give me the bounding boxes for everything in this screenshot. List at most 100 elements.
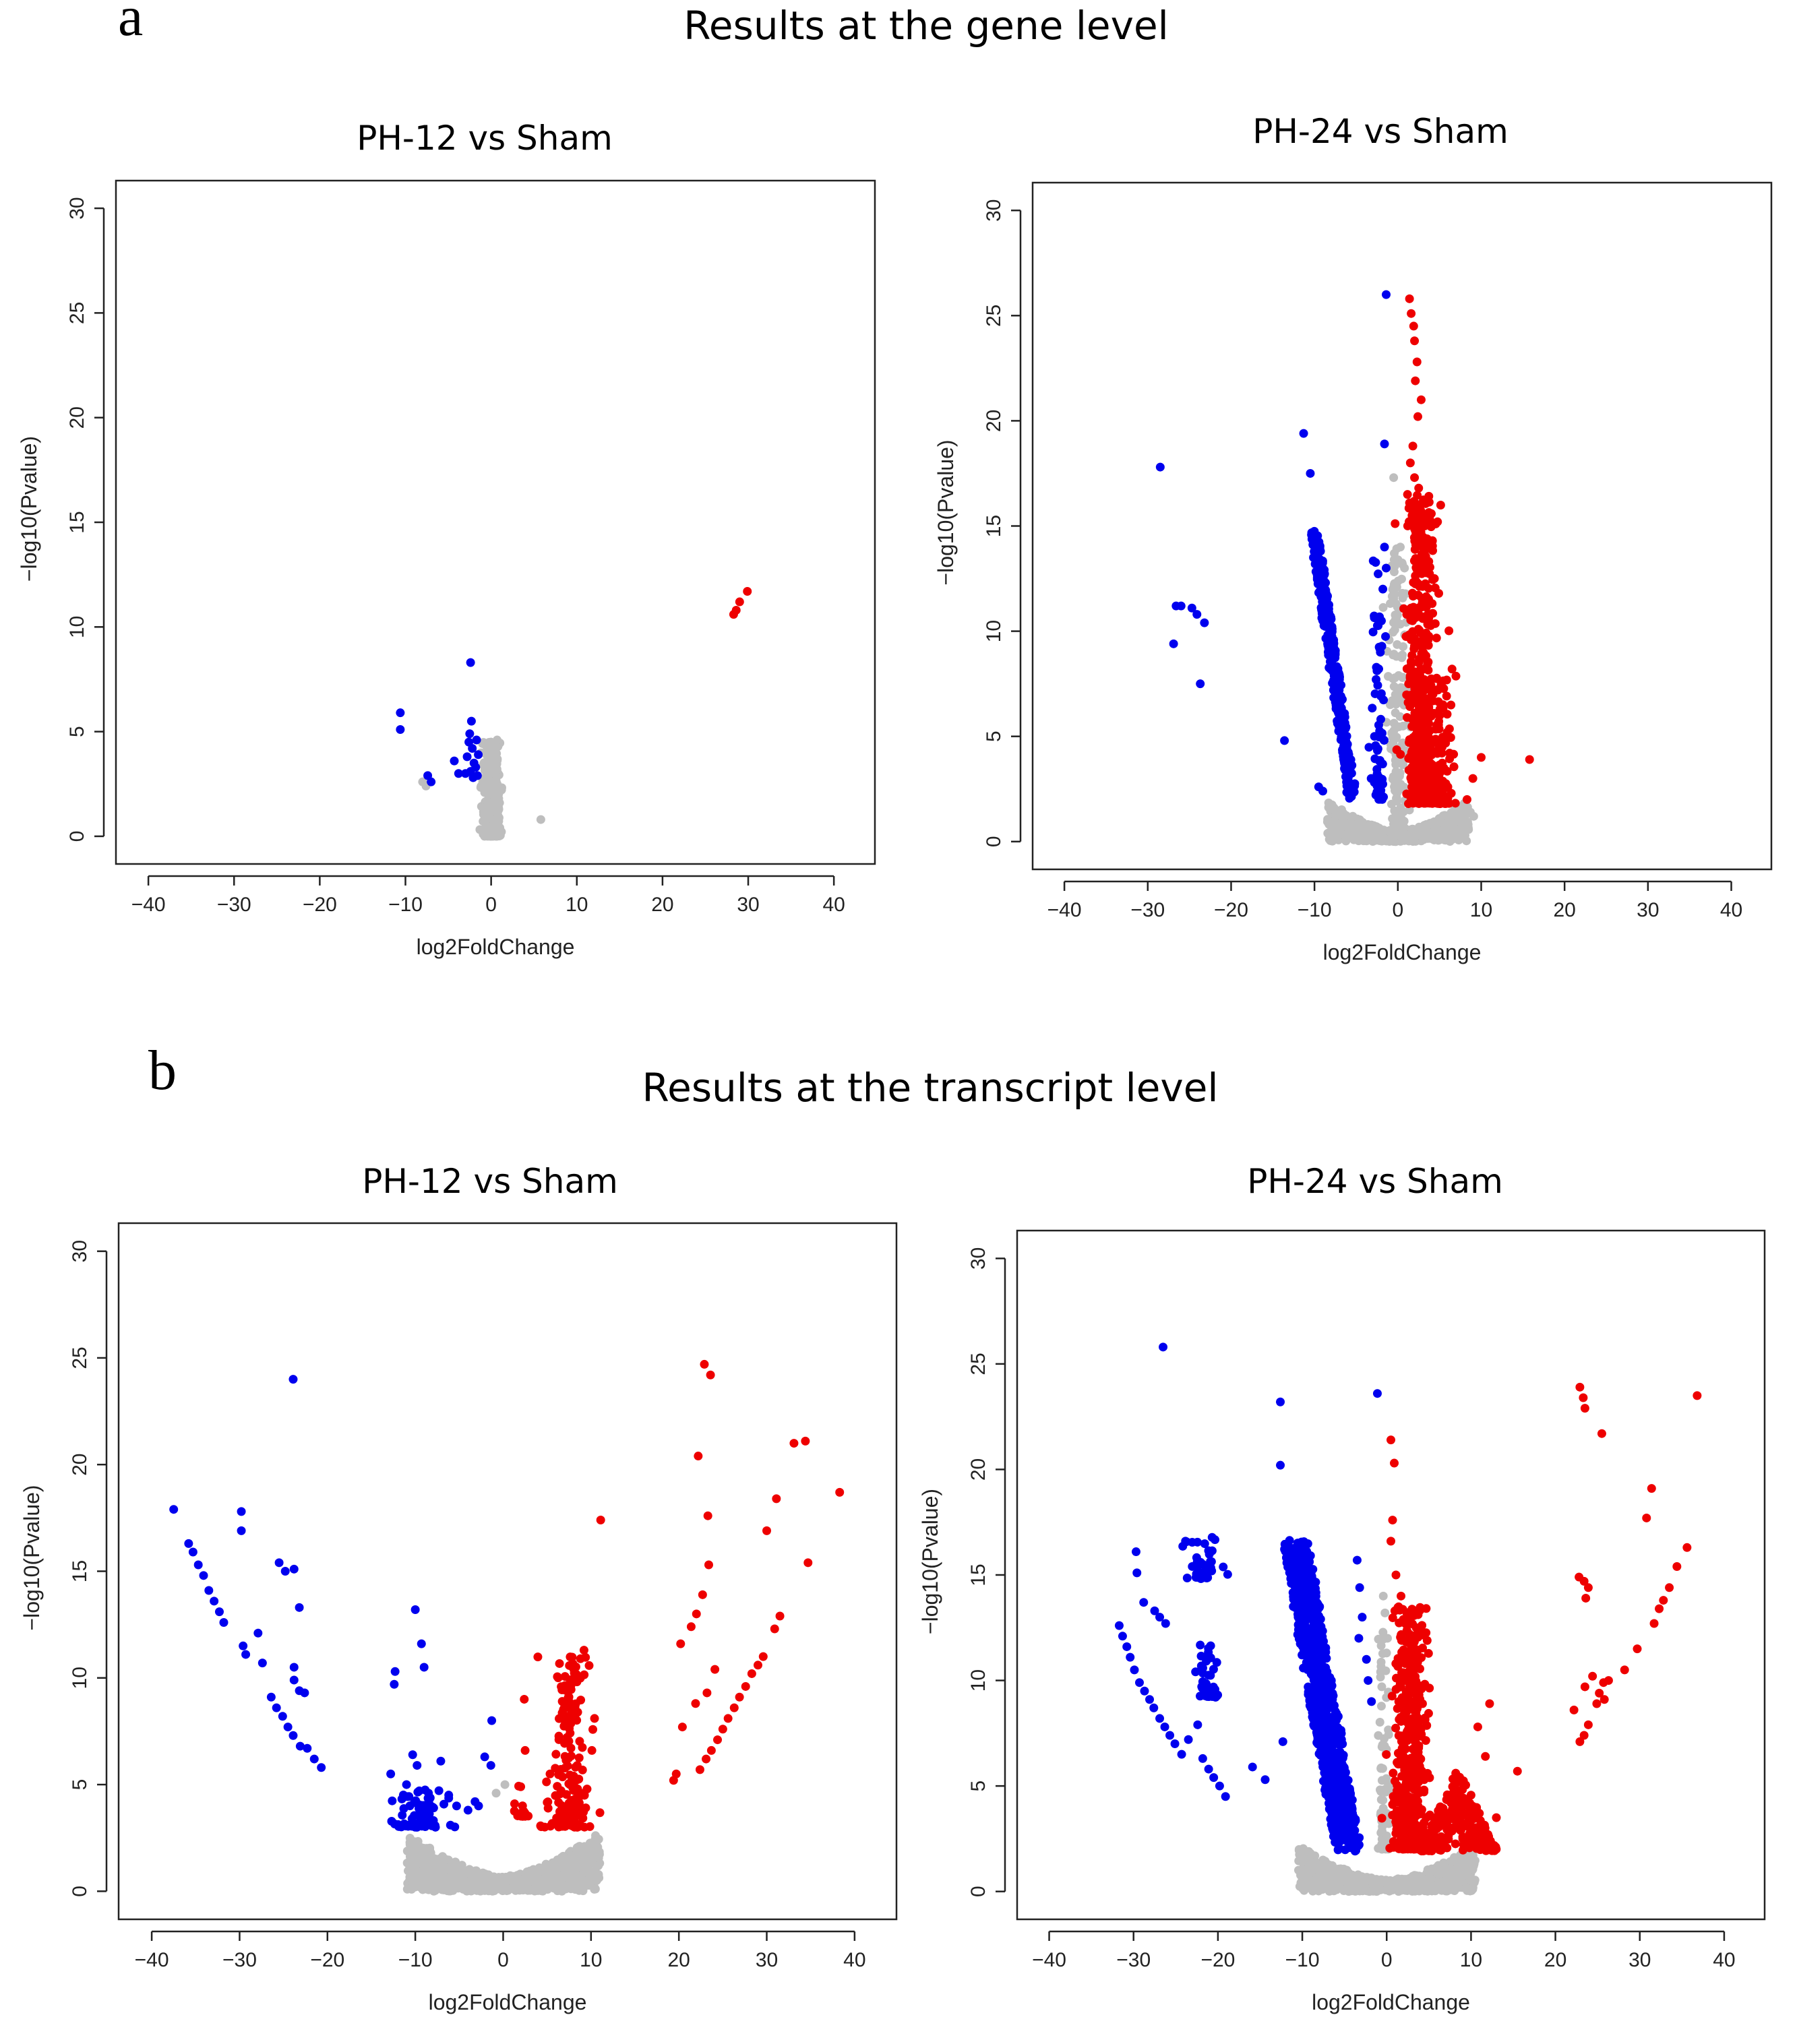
up-point bbox=[1403, 490, 1412, 499]
down-point bbox=[1345, 788, 1354, 797]
up-point bbox=[588, 1725, 598, 1734]
down-point bbox=[1155, 462, 1165, 472]
ns-point bbox=[441, 1855, 450, 1864]
ns-point bbox=[428, 1867, 437, 1876]
up-point bbox=[560, 1752, 570, 1761]
y-tick-label: 10 bbox=[983, 620, 1005, 642]
ns-point bbox=[1365, 821, 1374, 830]
down-point bbox=[309, 1754, 319, 1764]
up-point bbox=[579, 1646, 588, 1655]
ns-point bbox=[1384, 1725, 1393, 1735]
up-point bbox=[580, 1670, 589, 1679]
y-tick-label: 10 bbox=[967, 1669, 989, 1692]
up-point bbox=[1417, 549, 1426, 559]
ns-point bbox=[1299, 1879, 1308, 1888]
down-point bbox=[1320, 565, 1329, 575]
panel-a-title: Results at the gene level bbox=[683, 3, 1169, 49]
ns-point bbox=[1324, 1861, 1334, 1870]
ns-point bbox=[557, 1886, 567, 1896]
ns-point bbox=[1342, 830, 1351, 840]
down-point bbox=[410, 1605, 420, 1614]
up-point bbox=[546, 1822, 555, 1831]
x-tick-label: 40 bbox=[822, 894, 845, 916]
ns-point bbox=[1391, 690, 1400, 700]
up-point bbox=[1415, 654, 1425, 664]
up-point bbox=[770, 1624, 779, 1634]
up-point bbox=[1411, 540, 1420, 549]
ns-point bbox=[1397, 813, 1406, 823]
down-point bbox=[450, 756, 459, 766]
up-point bbox=[564, 1779, 574, 1789]
panel-a-letter: a bbox=[118, 0, 143, 48]
down-point bbox=[1316, 586, 1326, 596]
ns-point bbox=[1443, 817, 1453, 827]
ns-point bbox=[1296, 1848, 1305, 1857]
up-point bbox=[1407, 511, 1417, 520]
x-tick-label: 0 bbox=[485, 894, 497, 916]
up-point bbox=[1417, 792, 1426, 801]
down-point bbox=[1308, 540, 1318, 549]
ns-point bbox=[491, 819, 500, 829]
ns-point bbox=[420, 1873, 429, 1883]
down-point bbox=[1332, 662, 1341, 671]
plot-title: PH-24 vs Sham bbox=[1247, 1162, 1503, 1201]
ns-point bbox=[1403, 1886, 1412, 1895]
up-point bbox=[1436, 501, 1445, 510]
x-tick-label: 40 bbox=[1713, 1949, 1735, 1971]
ns-point bbox=[1314, 1871, 1324, 1881]
ns-point bbox=[418, 1885, 427, 1894]
up-point bbox=[692, 1609, 701, 1619]
ns-point bbox=[1391, 708, 1400, 718]
plot-frame bbox=[115, 179, 876, 865]
up-point bbox=[706, 1370, 715, 1380]
up-point bbox=[556, 1764, 566, 1774]
up-point bbox=[1410, 473, 1420, 483]
up-point bbox=[1413, 625, 1423, 634]
up-point bbox=[1409, 667, 1419, 677]
down-point bbox=[407, 1814, 417, 1824]
ns-point bbox=[1389, 594, 1399, 603]
up-point bbox=[561, 1802, 571, 1811]
down-point bbox=[1343, 771, 1353, 780]
ns-point bbox=[412, 1868, 421, 1878]
y-tick-label: 20 bbox=[66, 406, 88, 429]
ns-point bbox=[1392, 794, 1401, 803]
up-point bbox=[1431, 519, 1440, 528]
ns-point bbox=[1399, 642, 1408, 651]
down-point bbox=[396, 708, 405, 718]
up-point bbox=[686, 1622, 696, 1632]
ns-point bbox=[1387, 799, 1396, 809]
down-point bbox=[237, 1526, 246, 1535]
ns-point bbox=[1392, 582, 1401, 592]
ns-point bbox=[1378, 1649, 1387, 1659]
x-tick-label: −20 bbox=[303, 894, 337, 916]
ns-point bbox=[1446, 1864, 1455, 1873]
up-point bbox=[1468, 774, 1478, 783]
up-point bbox=[713, 1735, 723, 1745]
up-point bbox=[775, 1611, 785, 1621]
ns-point bbox=[1400, 563, 1409, 573]
up-point bbox=[1444, 799, 1454, 808]
y-tick-label: 20 bbox=[983, 410, 1005, 432]
y-axis-label: −log10(Pvalue) bbox=[17, 436, 41, 582]
up-point bbox=[710, 1665, 720, 1674]
down-point bbox=[1368, 704, 1377, 713]
panel-b-letter: b bbox=[148, 1039, 177, 1102]
ns-point bbox=[456, 1863, 466, 1872]
ns-point bbox=[1330, 1867, 1339, 1877]
y-tick-label: 10 bbox=[69, 1667, 91, 1689]
up-point bbox=[533, 1652, 543, 1662]
up-point bbox=[565, 1724, 574, 1733]
up-point bbox=[1414, 776, 1424, 786]
x-tick-label: 40 bbox=[843, 1949, 865, 1971]
down-point bbox=[214, 1607, 224, 1617]
down-point bbox=[1374, 720, 1383, 730]
x-tick-label: 10 bbox=[1460, 1949, 1482, 1971]
y-tick-label: 0 bbox=[66, 831, 88, 842]
up-point bbox=[1408, 441, 1418, 451]
up-point bbox=[1411, 580, 1420, 589]
x-tick-label: 20 bbox=[1553, 899, 1575, 921]
x-tick-label: 30 bbox=[737, 894, 759, 916]
up-point bbox=[758, 1652, 768, 1661]
up-point bbox=[1411, 612, 1421, 621]
